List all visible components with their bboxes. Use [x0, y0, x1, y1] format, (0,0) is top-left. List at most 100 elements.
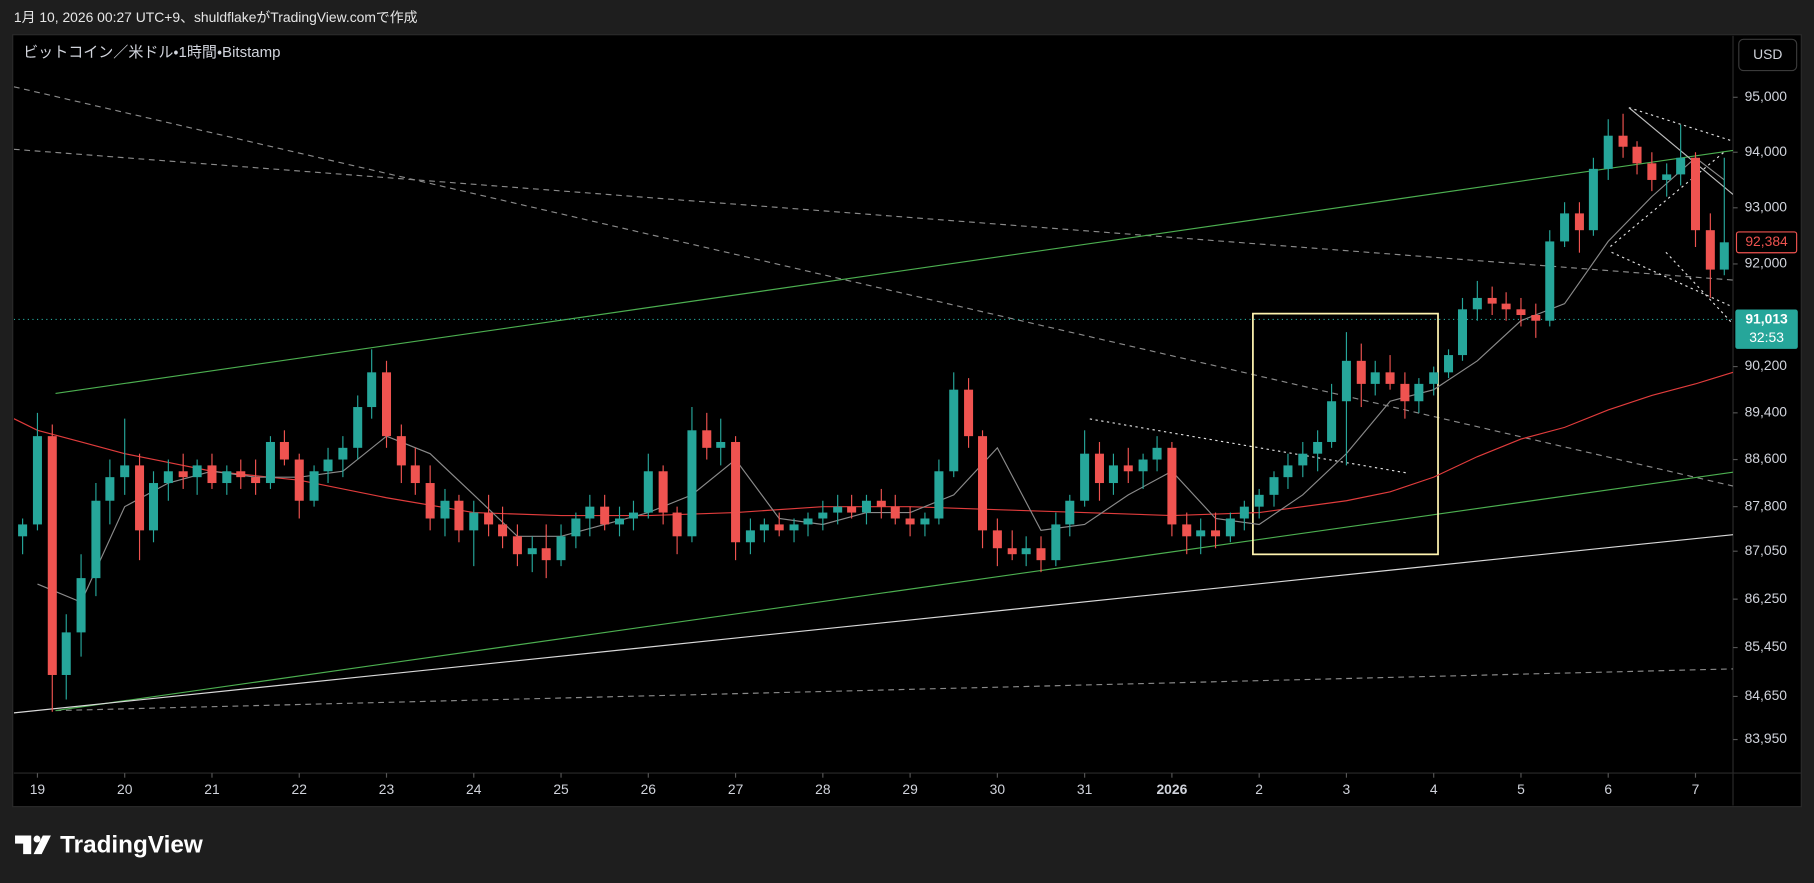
candle-body	[1647, 163, 1657, 180]
live-price-label: 91,013	[1745, 311, 1788, 327]
candle-body	[1196, 530, 1206, 537]
candle-body	[818, 512, 828, 519]
candle-body	[1531, 315, 1541, 321]
candle-body	[1021, 548, 1031, 555]
candle-body	[367, 372, 377, 408]
candle-body	[294, 459, 304, 501]
x-tick-label: 30	[990, 781, 1006, 797]
candle-body	[1327, 401, 1337, 442]
candle-body	[251, 477, 261, 484]
candle-body	[803, 518, 813, 525]
x-tick-label: 24	[466, 781, 482, 797]
candle-body	[1283, 465, 1293, 478]
candle-body	[120, 465, 130, 478]
candle-body	[774, 524, 784, 531]
moving-average	[37, 156, 1725, 603]
candle-body	[556, 536, 566, 561]
candle-body	[1444, 355, 1454, 373]
candle-body	[1385, 372, 1395, 384]
symbol-title: ビットコイン／米ドル・1時間・Bitstamp	[23, 44, 280, 61]
x-tick-label: 28	[815, 781, 831, 797]
candle-body	[1080, 453, 1090, 501]
x-tick-label: 29	[902, 781, 918, 797]
candle-body	[1036, 548, 1046, 561]
x-tick-label: 31	[1077, 781, 1093, 797]
candle-body	[279, 441, 289, 460]
channel-line	[55, 471, 1734, 712]
last-price-box	[1735, 231, 1798, 254]
candle-body	[1225, 518, 1235, 537]
candle-body	[658, 471, 668, 513]
candle-body	[1051, 524, 1061, 561]
logo-icon	[33, 835, 41, 843]
candle-body	[1094, 453, 1104, 484]
candle-body	[1632, 146, 1642, 164]
y-tick-label: 86,250	[1745, 590, 1788, 606]
candle-body	[920, 518, 930, 525]
x-tick-label: 2	[1255, 781, 1263, 797]
candle-body	[643, 471, 653, 513]
candle-body	[702, 430, 712, 448]
trend-line	[13, 86, 1734, 487]
candle-body	[571, 518, 581, 537]
candle-body	[833, 506, 843, 513]
candle-body	[47, 436, 57, 675]
y-tick-label: 87,050	[1745, 542, 1788, 558]
y-tick-label: 85,450	[1745, 638, 1788, 654]
candle-body	[1108, 465, 1118, 484]
candle-body	[192, 465, 202, 478]
last-price-label: 92,384	[1745, 233, 1788, 249]
candle-body	[1167, 447, 1177, 525]
trend-line	[55, 668, 1734, 712]
candle-body	[905, 518, 915, 525]
candle-body	[672, 512, 682, 537]
x-tick-label: 3	[1343, 781, 1351, 797]
x-tick-label: 20	[117, 781, 133, 797]
candle-body	[512, 536, 522, 555]
candle-body	[1254, 494, 1264, 507]
candle-body	[1560, 213, 1570, 242]
candle-body	[338, 447, 348, 460]
y-tick-label: 95,000	[1745, 88, 1788, 104]
wedge-line	[1610, 150, 1727, 247]
candle-body	[1239, 506, 1249, 519]
candle-body	[76, 578, 86, 633]
candle-body	[1516, 309, 1526, 316]
chart-panel	[12, 34, 1802, 808]
candle-body	[1457, 309, 1468, 356]
candle-body	[484, 512, 494, 525]
candle-body	[1182, 524, 1192, 537]
y-tick-label: 90,200	[1745, 357, 1788, 373]
y-tick-label: 89,400	[1745, 404, 1788, 420]
x-tick-label: 25	[553, 781, 569, 797]
candle-body	[1007, 548, 1017, 555]
candle-body	[687, 430, 697, 537]
candle-body	[992, 530, 1002, 549]
candle-body	[1618, 135, 1628, 147]
candle-body	[309, 471, 319, 501]
candle-body	[964, 389, 974, 437]
candle-body	[265, 441, 275, 484]
logo-icon	[15, 835, 32, 855]
candle-body	[789, 524, 799, 531]
candle-body	[745, 530, 755, 543]
candle-body	[1152, 447, 1162, 460]
candle-body	[105, 477, 115, 501]
candle-body	[148, 483, 159, 531]
currency-button[interactable]	[1738, 38, 1798, 72]
y-tick-label: 88,600	[1745, 450, 1788, 466]
channel-line	[55, 149, 1734, 395]
y-tick-label: 84,650	[1745, 687, 1788, 703]
support-line	[13, 534, 1734, 714]
currency-label[interactable]: USD	[1753, 46, 1782, 62]
candle-body	[396, 436, 406, 466]
candle-body	[1269, 477, 1279, 495]
candle-body	[1123, 465, 1133, 472]
x-tick-label: 6	[1604, 781, 1612, 797]
candle-body	[527, 548, 537, 555]
candle-body	[178, 471, 188, 478]
candle-body	[1588, 168, 1598, 231]
candle-body	[1603, 135, 1613, 169]
candle-body	[222, 471, 232, 484]
